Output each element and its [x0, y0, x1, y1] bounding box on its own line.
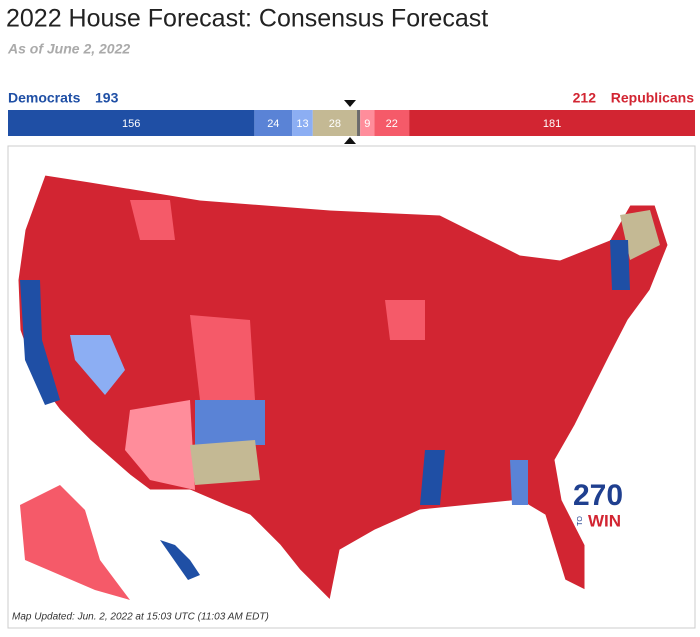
- marker: [344, 100, 356, 107]
- region: [385, 300, 425, 340]
- logo-small: TO: [577, 516, 584, 526]
- marker: [344, 137, 356, 144]
- region: [510, 460, 528, 505]
- region: [130, 200, 175, 240]
- region: [190, 440, 260, 485]
- map-note: Map Updated: Jun. 2, 2022 at 15:03 UTC (…: [12, 612, 269, 623]
- rep-label: Republicans: [611, 90, 694, 106]
- dem-label: Democrats: [8, 90, 81, 106]
- map: [17, 174, 669, 602]
- bar-segment: [312, 110, 358, 136]
- region: [610, 240, 630, 290]
- segment-label: 9: [364, 118, 370, 130]
- region: [190, 315, 255, 400]
- bar-segment: [292, 110, 313, 136]
- bar-segment: [409, 110, 695, 136]
- dem-total: 193: [95, 90, 119, 106]
- segment-label: 13: [296, 118, 308, 130]
- title: 2022 House Forecast: Consensus Forecast: [6, 5, 488, 33]
- segment-label: 28: [329, 118, 341, 130]
- region: [195, 400, 265, 445]
- bar-segment: [8, 110, 255, 136]
- segment-label: 181: [543, 118, 561, 130]
- segment-label: 156: [122, 118, 140, 130]
- subtitle: As of June 2, 2022: [7, 41, 130, 57]
- bar-segment: [357, 110, 361, 136]
- bar-segment: [254, 110, 293, 136]
- hawaii: [160, 540, 200, 580]
- segment-label: 24: [267, 118, 279, 130]
- alaska: [20, 485, 130, 600]
- segment-label: 22: [386, 118, 398, 130]
- region: [420, 450, 445, 505]
- region: [20, 280, 60, 405]
- bar-segment: [360, 110, 375, 136]
- contiguous-us: [17, 174, 669, 602]
- logo-number: 270: [573, 479, 623, 512]
- region: [70, 335, 125, 395]
- region: [620, 210, 660, 260]
- region: [125, 400, 195, 490]
- logo-word: WIN: [588, 511, 621, 530]
- bar-segment: [374, 110, 410, 136]
- rep-total: 212: [573, 90, 597, 106]
